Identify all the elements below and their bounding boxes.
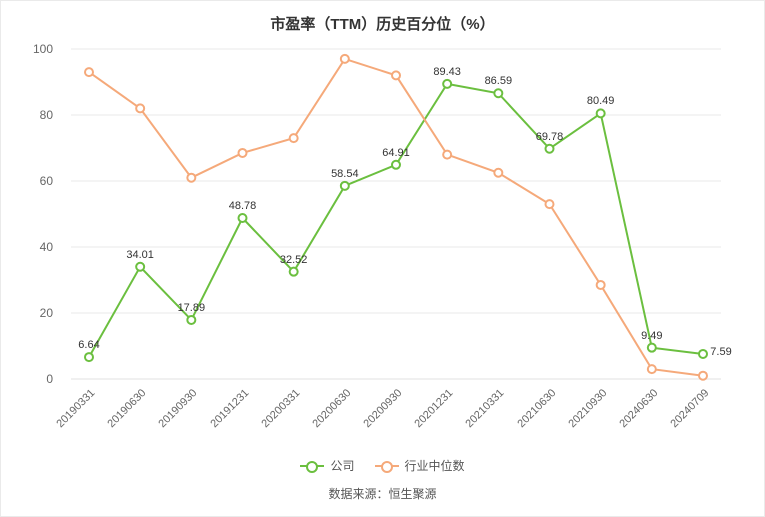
series-line-company [89, 84, 703, 357]
data-point[interactable] [546, 145, 554, 153]
legend-swatch [300, 465, 324, 467]
data-point[interactable] [239, 149, 247, 157]
data-point[interactable] [546, 200, 554, 208]
legend: 公司 行业中位数 [1, 456, 764, 475]
x-tick-label: 20210630 [515, 387, 558, 430]
data-point[interactable] [494, 89, 502, 97]
data-point[interactable] [187, 174, 195, 182]
data-point[interactable] [392, 71, 400, 79]
x-tick-label: 20200930 [361, 387, 404, 430]
data-point[interactable] [648, 365, 656, 373]
x-tick-label: 20190331 [54, 387, 97, 430]
data-point[interactable] [648, 344, 656, 352]
legend-item-company[interactable]: 公司 [300, 457, 354, 474]
data-point[interactable] [341, 182, 349, 190]
x-axis: 2019033120190630201909302019123120200331… [71, 383, 721, 453]
x-tick-label: 20201231 [413, 387, 456, 430]
y-tick-label: 60 [40, 174, 53, 188]
x-tick-label: 20240630 [617, 387, 660, 430]
data-point[interactable] [494, 169, 502, 177]
x-tick-label: 20240709 [668, 387, 711, 430]
x-tick-label: 20190930 [157, 387, 200, 430]
series-line-industry_median [89, 59, 703, 376]
data-point[interactable] [341, 55, 349, 63]
y-tick-label: 0 [46, 372, 53, 386]
data-point[interactable] [443, 80, 451, 88]
chart-title: 市盈率（TTM）历史百分位（%） [1, 1, 764, 34]
legend-label: 行业中位数 [405, 457, 465, 474]
data-point[interactable] [187, 316, 195, 324]
plot-area: 6.6434.0117.8948.7832.5258.5464.9189.438… [71, 49, 721, 379]
data-point[interactable] [597, 281, 605, 289]
data-point[interactable] [290, 134, 298, 142]
source-label: 数据来源： [328, 487, 388, 501]
y-axis: 020406080100 [1, 49, 61, 379]
x-tick-label: 20210331 [464, 387, 507, 430]
legend-swatch [375, 465, 399, 467]
x-tick-label: 20200630 [310, 387, 353, 430]
source-value: 恒生聚源 [389, 487, 437, 501]
data-point[interactable] [136, 104, 144, 112]
y-tick-label: 20 [40, 306, 53, 320]
data-point[interactable] [85, 68, 93, 76]
x-tick-label: 20190630 [106, 387, 149, 430]
y-tick-label: 80 [40, 108, 53, 122]
data-point[interactable] [443, 151, 451, 159]
data-point[interactable] [699, 350, 707, 358]
legend-label: 公司 [330, 457, 354, 474]
x-tick-label: 20210930 [566, 387, 609, 430]
y-tick-label: 40 [40, 240, 53, 254]
data-point[interactable] [239, 214, 247, 222]
data-point[interactable] [85, 353, 93, 361]
data-point[interactable] [136, 263, 144, 271]
chart-container: 市盈率（TTM）历史百分位（%） 0 20 40 60 80 100 6.6434.011… [0, 0, 765, 517]
data-point[interactable] [290, 268, 298, 276]
x-tick-label: 20191231 [208, 387, 251, 430]
data-source: 数据来源：恒生聚源 [1, 485, 764, 502]
data-point[interactable] [699, 372, 707, 380]
legend-item-industry_median[interactable]: 行业中位数 [375, 457, 465, 474]
data-point[interactable] [597, 109, 605, 117]
x-tick-label: 20200331 [259, 387, 302, 430]
data-point[interactable] [392, 161, 400, 169]
y-tick-label: 100 [33, 42, 53, 56]
